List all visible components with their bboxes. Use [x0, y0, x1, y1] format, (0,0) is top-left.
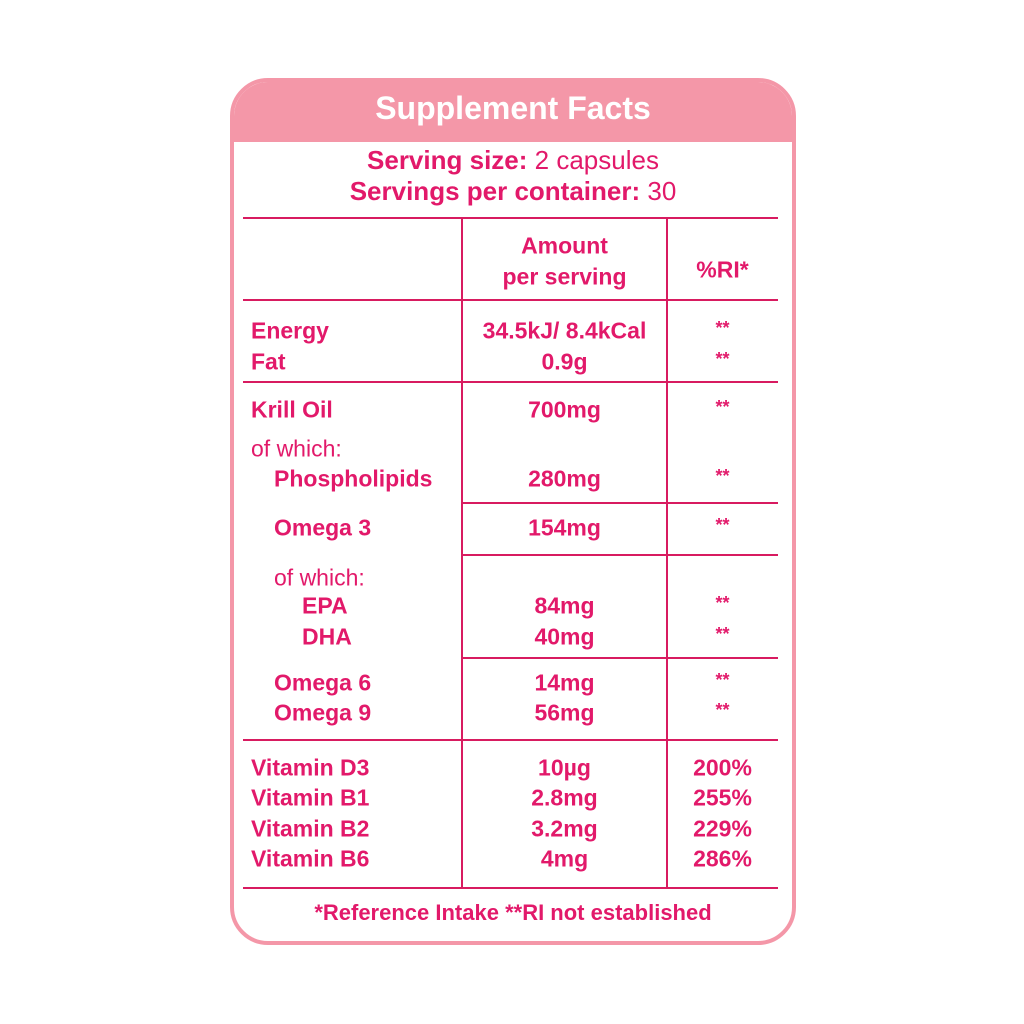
serving-line: Servings per container: 30 [230, 178, 796, 204]
row-ri: 200% [693, 754, 752, 781]
row-label: of which: [274, 564, 365, 591]
row-amount: 40mg [534, 623, 595, 650]
row-amount: 0.9g [541, 348, 588, 375]
row-amount: 34.5kJ/ 8.4kCal [482, 317, 647, 344]
serving-text: Serving size: [367, 145, 528, 175]
row-ri: 229% [693, 815, 752, 842]
row-amount: 10µg [538, 754, 591, 781]
row-amount: 14mg [534, 669, 595, 696]
serving-text: 2 capsules [534, 145, 659, 175]
row-amount: 280mg [528, 465, 601, 492]
row-label: DHA [302, 623, 352, 650]
row-label: Omega 9 [274, 699, 372, 726]
row-label: Phospholipids [274, 465, 433, 492]
row-ri: ** [715, 515, 730, 535]
row-ri: ** [715, 318, 730, 338]
row-label: of which: [251, 435, 342, 462]
row-label: Energy [251, 317, 329, 344]
header-amount: Amount [521, 232, 608, 259]
serving-text: Servings per container: [349, 176, 641, 206]
row-ri: ** [715, 593, 730, 613]
row-label: Vitamin B6 [251, 845, 370, 872]
row-amount: 56mg [534, 699, 595, 726]
row-ri: 255% [693, 784, 752, 811]
title: Supplement Facts [375, 90, 651, 126]
label-card [230, 78, 796, 945]
row-amount: 2.8mg [531, 784, 598, 811]
row-label: Vitamin D3 [251, 754, 370, 781]
row-label: Vitamin B2 [251, 815, 370, 842]
row-amount: 3.2mg [531, 815, 598, 842]
header-ri: %RI* [696, 256, 749, 283]
serving-text: 30 [647, 176, 677, 206]
row-ri: 286% [693, 845, 752, 872]
row-amount: 700mg [528, 396, 601, 423]
header-amount: per serving [502, 263, 627, 290]
footnote: *Reference Intake **RI not established [314, 900, 712, 925]
row-label: Omega 3 [274, 514, 372, 541]
row-ri: ** [715, 670, 730, 690]
row-ri: ** [715, 700, 730, 720]
row-amount: 84mg [534, 592, 595, 619]
row-label: Vitamin B1 [251, 784, 370, 811]
row-amount: 154mg [528, 514, 601, 541]
row-amount: 4mg [540, 845, 589, 872]
row-label: Krill Oil [251, 396, 333, 423]
header-band [234, 82, 792, 142]
row-ri: ** [715, 624, 730, 644]
row-ri: ** [715, 466, 730, 486]
row-label: Fat [251, 348, 286, 375]
row-label: EPA [302, 592, 348, 619]
serving-line: Serving size: 2 capsules [230, 147, 796, 173]
row-ri: ** [715, 349, 730, 369]
row-ri: ** [715, 397, 730, 417]
row-label: Omega 6 [274, 669, 372, 696]
